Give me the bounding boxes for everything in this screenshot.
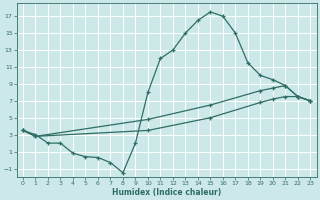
X-axis label: Humidex (Indice chaleur): Humidex (Indice chaleur) <box>112 188 221 197</box>
